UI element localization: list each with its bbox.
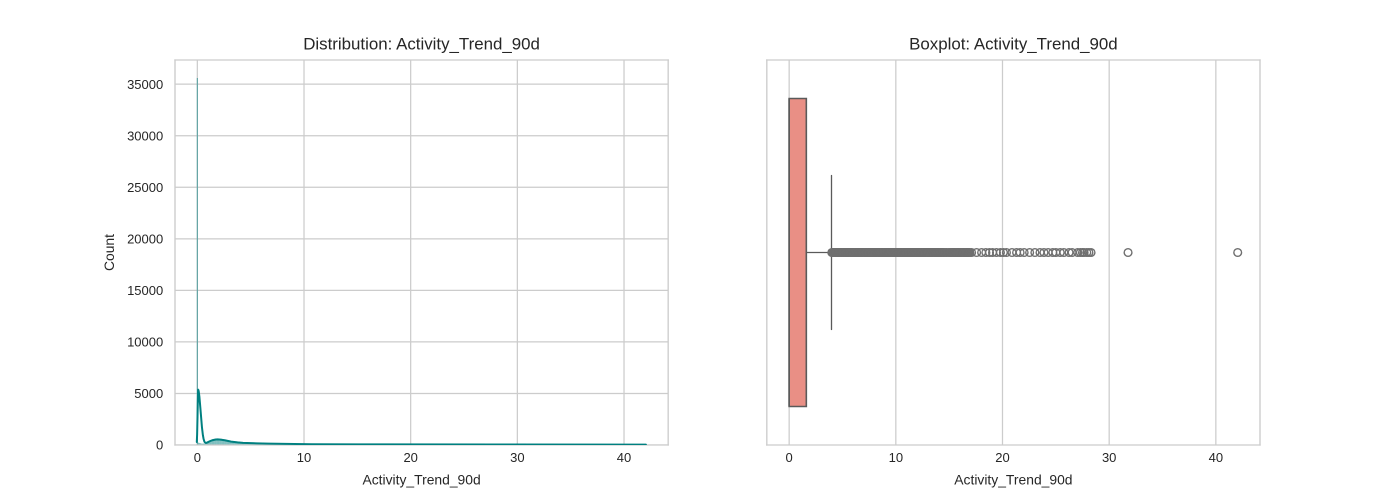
svg-text:0: 0 <box>786 450 793 465</box>
svg-text:30000: 30000 <box>127 128 163 143</box>
svg-text:25000: 25000 <box>127 180 163 195</box>
svg-text:Activity_Trend_90d: Activity_Trend_90d <box>954 472 1072 488</box>
svg-text:40: 40 <box>1209 450 1223 465</box>
svg-text:30: 30 <box>510 450 524 465</box>
svg-text:Activity_Trend_90d: Activity_Trend_90d <box>362 472 480 488</box>
svg-text:20000: 20000 <box>127 232 163 247</box>
svg-text:Distribution: Activity_Trend_9: Distribution: Activity_Trend_90d <box>303 35 540 54</box>
svg-text:10000: 10000 <box>127 335 163 350</box>
svg-text:10: 10 <box>889 450 903 465</box>
svg-text:0: 0 <box>194 450 201 465</box>
svg-text:40: 40 <box>617 450 631 465</box>
svg-text:0: 0 <box>156 438 163 453</box>
svg-text:20: 20 <box>403 450 417 465</box>
svg-text:10: 10 <box>297 450 311 465</box>
svg-text:20: 20 <box>995 450 1009 465</box>
svg-text:30: 30 <box>1102 450 1116 465</box>
svg-text:15000: 15000 <box>127 283 163 298</box>
svg-text:Count: Count <box>101 234 117 271</box>
svg-text:Boxplot: Activity_Trend_90d: Boxplot: Activity_Trend_90d <box>909 35 1118 54</box>
svg-text:35000: 35000 <box>127 77 163 92</box>
svg-text:5000: 5000 <box>134 386 163 401</box>
